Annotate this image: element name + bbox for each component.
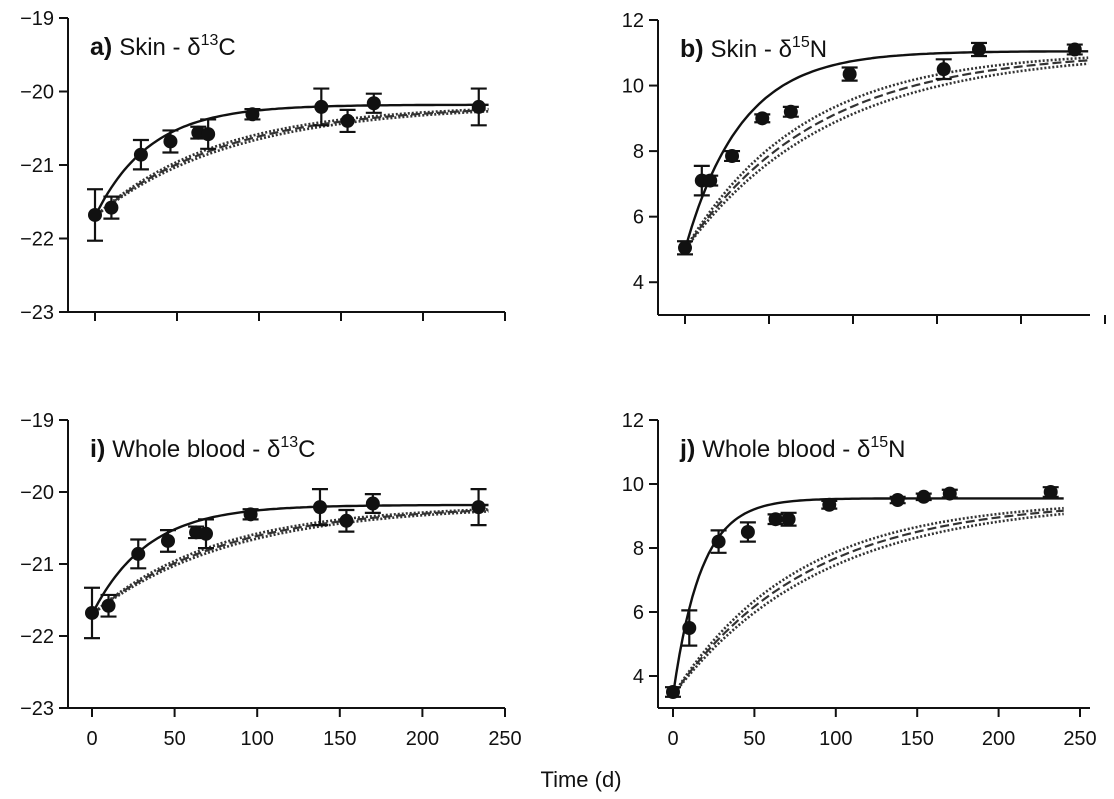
data-point <box>972 42 986 57</box>
data-point <box>365 496 380 511</box>
chart-panel-4: 4 6 8 10 12 0 50 100 150 200 250 j) Whole blood - δ… <box>622 410 1097 750</box>
data-point <box>682 621 697 635</box>
data-point <box>88 207 102 222</box>
model-prediction-line <box>94 110 489 218</box>
data-point <box>781 512 796 527</box>
y-tick-label: 12 <box>622 10 644 32</box>
y-tick-label: −23 <box>20 698 54 720</box>
data-point <box>471 500 486 515</box>
chart-panel-1: −19 −20 −21 −22 −23 a) Skin - δ13C <box>20 8 506 324</box>
data-point <box>160 533 175 548</box>
model-prediction-line <box>94 109 489 218</box>
data-point <box>842 67 857 82</box>
data-point <box>822 497 837 512</box>
y-tick-label: 6 <box>633 602 644 624</box>
panel-title: a) Skin - δ13C <box>90 32 236 61</box>
x-tick-label: 150 <box>323 728 356 750</box>
fitted-curve <box>90 503 489 615</box>
data-point <box>314 99 329 114</box>
x-tick-label: 250 <box>488 728 521 750</box>
chart-panel-3: −19 −20 −21 −22 −23 0 50 100 150 200 250 i) Whole b… <box>20 410 522 750</box>
data-point <box>916 489 931 504</box>
model-prediction-line <box>671 512 1064 697</box>
y-tick-label: 8 <box>633 538 644 560</box>
x-tick-label: 200 <box>406 728 439 750</box>
data-point <box>890 493 905 507</box>
x-tick-label: 50 <box>743 728 765 750</box>
model-prediction-line <box>671 506 1064 696</box>
fitted-curve <box>93 103 489 217</box>
x-tick-label: 150 <box>901 728 934 750</box>
model-prediction-line <box>94 107 489 218</box>
y-tick-label: 8 <box>633 141 644 163</box>
data-point <box>133 147 148 162</box>
y-tick-label: −22 <box>20 626 54 648</box>
y-tick-label: −19 <box>20 410 54 432</box>
model-prediction-line <box>683 56 1089 251</box>
model-prediction-line <box>91 508 489 616</box>
panel-title: b) Skin - δ15N <box>680 34 827 63</box>
y-tick-label: −23 <box>20 302 54 324</box>
x-tick-label: 100 <box>819 728 852 750</box>
data-point <box>312 500 327 515</box>
data-point <box>104 200 119 215</box>
x-tick-label: 200 <box>982 728 1015 750</box>
data-point <box>783 104 798 119</box>
data-point <box>339 513 354 528</box>
data-point <box>245 107 260 122</box>
data-point <box>768 512 783 527</box>
y-tick-label: −20 <box>20 82 54 104</box>
data-point <box>131 546 146 561</box>
data-point <box>1067 42 1082 57</box>
data-point <box>1043 485 1058 499</box>
y-tick-label: −21 <box>20 554 54 576</box>
data-point <box>666 685 680 699</box>
x-tick-label: 0 <box>667 728 678 750</box>
data-point <box>366 96 381 111</box>
model-prediction-line <box>91 510 489 616</box>
x-axis-title: Time (d) <box>540 767 621 792</box>
data-point <box>725 149 740 164</box>
y-tick-label: −22 <box>20 229 54 251</box>
x-tick-label: 250 <box>1063 728 1096 750</box>
data-point <box>101 598 116 613</box>
x-tick-label: 0 <box>86 728 97 750</box>
data-point <box>711 534 726 549</box>
data-point <box>243 507 258 522</box>
model-prediction-line <box>672 509 1064 696</box>
data-point <box>163 134 178 149</box>
data-point <box>936 62 951 77</box>
model-prediction-line <box>684 59 1089 251</box>
y-tick-label: −20 <box>20 482 54 504</box>
model-prediction-line <box>91 509 489 616</box>
y-tick-label: 10 <box>622 76 644 98</box>
data-point <box>340 113 355 128</box>
data-point <box>201 127 216 142</box>
data-point <box>703 173 718 188</box>
fitted-curve <box>671 497 1064 696</box>
model-prediction-line <box>683 62 1089 251</box>
data-point <box>198 526 213 541</box>
fitted-curve <box>683 50 1089 250</box>
y-tick-label: −21 <box>20 155 54 177</box>
panel-title: i) Whole blood - δ13C <box>90 434 315 463</box>
data-point <box>678 240 692 255</box>
chart-panel-2: 4 6 8 10 12 b) Skin - δ15N <box>622 10 1106 324</box>
data-point <box>471 99 486 114</box>
y-tick-label: 10 <box>622 474 644 496</box>
x-tick-label: 50 <box>163 728 185 750</box>
y-tick-label: −19 <box>20 8 54 30</box>
y-tick-label: 6 <box>633 207 644 229</box>
data-point <box>755 111 770 126</box>
data-point <box>85 605 99 620</box>
panel-title: j) Whole blood - δ15N <box>679 434 905 463</box>
y-tick-label: 4 <box>633 272 644 294</box>
data-point <box>740 525 755 539</box>
data-point <box>942 486 957 501</box>
y-tick-label: 12 <box>622 410 644 432</box>
y-tick-label: 4 <box>633 666 644 688</box>
x-tick-label: 100 <box>241 728 274 750</box>
